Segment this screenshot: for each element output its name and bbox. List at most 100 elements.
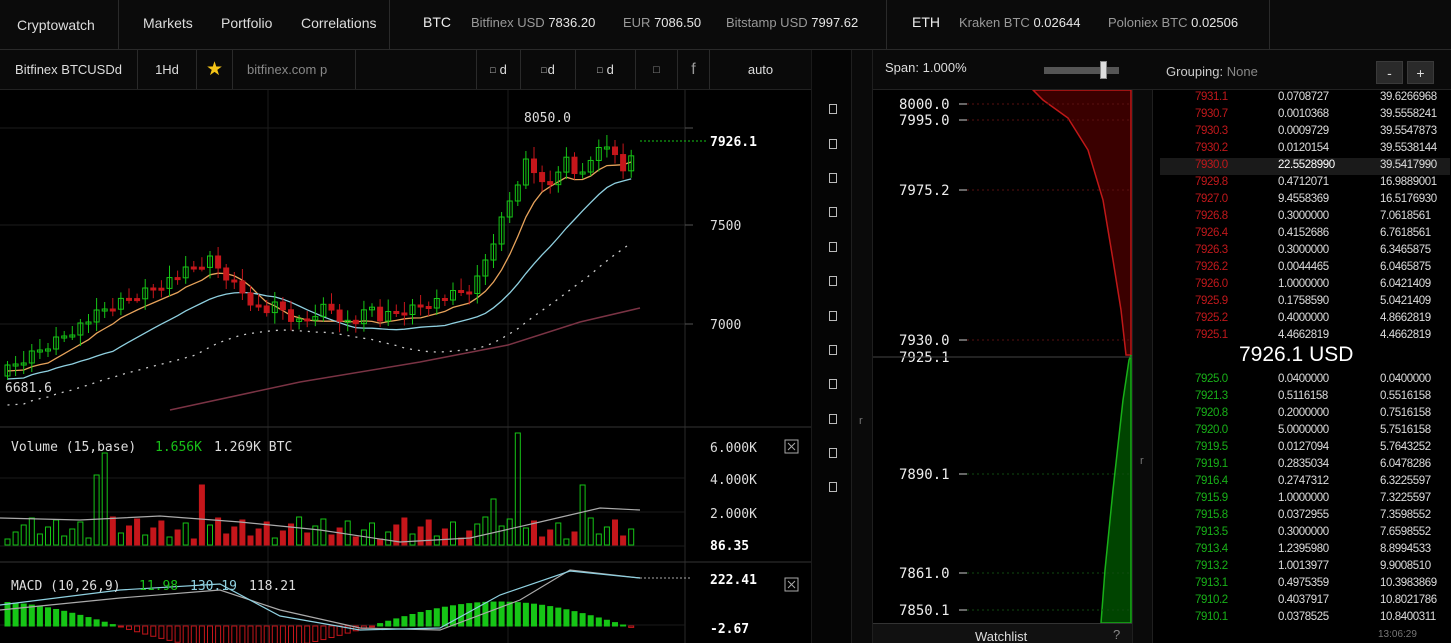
facebook-share-icon[interactable]: f bbox=[678, 50, 710, 89]
ask-order-row[interactable]: 7925.1 4.4662819 4.4662819 bbox=[1153, 328, 1443, 345]
ask-order-row[interactable]: 7930.0 22.5528990 39.5417990 bbox=[1160, 158, 1450, 175]
drawing-button[interactable]: □ d bbox=[576, 50, 636, 89]
eth-symbol[interactable]: ETH bbox=[912, 14, 940, 30]
tool-icon[interactable] bbox=[829, 414, 837, 424]
watchlist-label[interactable]: Watchlist bbox=[975, 629, 1028, 643]
volume-bar bbox=[304, 532, 311, 546]
volume-bar bbox=[312, 525, 319, 546]
grouping-minus-button[interactable]: - bbox=[1376, 61, 1403, 84]
tool-icon[interactable] bbox=[829, 104, 837, 114]
bid-order-row[interactable]: 7915.8 0.0372955 7.3598552 bbox=[1153, 508, 1443, 525]
panel-resizer[interactable]: r bbox=[1132, 90, 1153, 643]
ask-order-row[interactable]: 7925.2 0.4000000 4.8662819 bbox=[1153, 311, 1443, 328]
panel-resizer[interactable]: r bbox=[851, 50, 873, 643]
tool-icon[interactable] bbox=[829, 379, 837, 389]
price-chart[interactable]: 8050.0 6681.6 7926.1 7500 7000 Volume (1… bbox=[0, 90, 811, 643]
span-slider-handle[interactable] bbox=[1100, 61, 1107, 79]
bid-depth-area bbox=[1100, 354, 1132, 624]
ask-order-row[interactable]: 7926.2 0.0044465 6.0465875 bbox=[1153, 260, 1443, 277]
nav-correlations-link[interactable]: Correlations bbox=[301, 15, 377, 31]
tool-icon[interactable] bbox=[829, 207, 837, 217]
ask-order-row[interactable]: 7930.3 0.0009729 39.5547873 bbox=[1153, 124, 1443, 141]
candle bbox=[514, 184, 521, 202]
candle bbox=[433, 298, 440, 309]
eth-ticker-kraken[interactable]: Kraken BTC 0.02644 bbox=[959, 15, 1081, 30]
bid-order-row[interactable]: 7910.2 0.4037917 10.8021786 bbox=[1153, 593, 1443, 610]
tool-icon[interactable] bbox=[829, 448, 837, 458]
watchlist-bar[interactable]: Watchlist ? bbox=[873, 623, 1132, 643]
bid-order-row[interactable]: 7916.4 0.2747312 6.3225597 bbox=[1153, 474, 1443, 491]
candle bbox=[441, 298, 448, 301]
tool-icon[interactable] bbox=[829, 139, 837, 149]
scale-auto-button[interactable]: auto bbox=[747, 62, 774, 77]
tool-icon[interactable] bbox=[829, 276, 837, 286]
ask-order-row[interactable]: 7929.8 0.4712071 16.9889001 bbox=[1153, 175, 1443, 192]
macd-histogram-bar bbox=[223, 625, 230, 643]
exchange-link[interactable]: bitfinex.com p bbox=[233, 50, 356, 89]
depth-price-label: 8000.0 bbox=[899, 97, 950, 113]
ask-order-row[interactable]: 7930.7 0.0010368 39.5558241 bbox=[1153, 107, 1443, 124]
tool-icon[interactable] bbox=[829, 482, 837, 492]
ask-order-row[interactable]: 7925.9 0.1758590 5.0421409 bbox=[1153, 294, 1443, 311]
chart-svg[interactable]: 8050.0 6681.6 7926.1 7500 7000 Volume (1… bbox=[0, 90, 811, 643]
bid-order-row[interactable]: 7910.1 0.0378525 10.8400311 bbox=[1153, 610, 1443, 627]
bid-order-row[interactable]: 7920.8 0.2000000 0.7516158 bbox=[1153, 406, 1443, 423]
nav-portfolio-link[interactable]: Portfolio bbox=[221, 15, 273, 31]
macd-histogram-bar bbox=[312, 625, 319, 642]
bid-order-row[interactable]: 7920.0 5.0000000 5.7516158 bbox=[1153, 423, 1443, 440]
period-selector[interactable]: 1Hd bbox=[138, 50, 197, 89]
depth-price-label: 7925.1 bbox=[899, 350, 950, 366]
depth-chart[interactable]: 8000.0 7995.0 7975.2 7930.0 7925.1 7890.1 7861… bbox=[873, 89, 1132, 624]
volume-bar bbox=[93, 474, 100, 546]
btc-ticker-bitfinex[interactable]: Bitfinex USD 7836.20 bbox=[471, 15, 596, 30]
grouping-plus-button[interactable]: + bbox=[1407, 61, 1434, 84]
ask-order-row[interactable]: 7931.1 0.0708727 39.6266968 bbox=[1153, 90, 1443, 107]
high-price-label: 8050.0 bbox=[524, 111, 571, 126]
candle bbox=[603, 146, 610, 150]
ask-order-row[interactable]: 7926.4 0.4152686 6.7618561 bbox=[1153, 226, 1443, 243]
chart-type-button[interactable]: □ d bbox=[476, 50, 521, 89]
help-icon[interactable]: ? bbox=[1113, 627, 1121, 642]
volume-bar bbox=[36, 533, 43, 546]
bid-order-row[interactable]: 7915.9 1.0000000 7.3225597 bbox=[1153, 491, 1443, 508]
tool-icon[interactable] bbox=[829, 173, 837, 183]
market-selector[interactable]: Bitfinex BTCUSDd bbox=[0, 50, 138, 89]
bid-order-row[interactable]: 7913.4 1.2395980 8.8994533 bbox=[1153, 542, 1443, 559]
resize-handle-icon[interactable]: r bbox=[1140, 455, 1144, 467]
resize-handle-icon[interactable]: r bbox=[859, 415, 863, 427]
candle bbox=[28, 350, 35, 364]
order-total: 8.8994533 bbox=[1380, 543, 1431, 555]
span-slider[interactable] bbox=[1044, 67, 1119, 74]
favorite-star-icon[interactable]: ★ bbox=[197, 50, 233, 89]
order-price: 7913.4 bbox=[1195, 543, 1228, 555]
bid-order-row[interactable]: 7913.5 0.3000000 7.6598552 bbox=[1153, 525, 1443, 542]
eth-ticker-poloniex[interactable]: Poloniex BTC 0.02506 bbox=[1108, 15, 1239, 30]
btc-symbol[interactable]: BTC bbox=[423, 14, 451, 30]
btc-ticker-eur[interactable]: EUR 7086.50 bbox=[623, 15, 702, 30]
ask-order-row[interactable]: 7926.8 0.3000000 7.0618561 bbox=[1153, 209, 1443, 226]
bid-order-row[interactable]: 7919.5 0.0127094 5.7643252 bbox=[1153, 440, 1443, 457]
ask-order-row[interactable]: 7927.0 9.4558369 16.5176930 bbox=[1153, 192, 1443, 209]
bid-order-row[interactable]: 7921.3 0.5116158 0.5516158 bbox=[1153, 389, 1443, 406]
bid-order-row[interactable]: 7919.1 0.2835034 6.0478286 bbox=[1153, 457, 1443, 474]
volume-bar bbox=[344, 520, 351, 546]
indicators-button[interactable]: □ d bbox=[521, 50, 576, 89]
brand-logo[interactable]: Cryptowatch bbox=[0, 0, 119, 49]
ask-order-row[interactable]: 7926.3 0.3000000 6.3465875 bbox=[1153, 243, 1443, 260]
fullscreen-icon[interactable]: □ bbox=[636, 50, 678, 89]
bid-order-row[interactable]: 7913.2 1.0013977 9.9008510 bbox=[1153, 559, 1443, 576]
ask-order-row[interactable]: 7926.0 1.0000000 6.0421409 bbox=[1153, 277, 1443, 294]
ask-order-row[interactable]: 7930.2 0.0120154 39.5538144 bbox=[1153, 141, 1443, 158]
macd-histogram-bar bbox=[215, 625, 222, 643]
order-price: 7925.2 bbox=[1195, 312, 1228, 324]
bid-order-row[interactable]: 7925.0 0.0400000 0.0400000 bbox=[1153, 372, 1443, 389]
nav-markets-link[interactable]: Markets bbox=[143, 15, 193, 31]
tool-icon[interactable] bbox=[829, 242, 837, 252]
tool-icon[interactable] bbox=[829, 345, 837, 355]
bid-order-row[interactable]: 7913.1 0.4975359 10.3983869 bbox=[1153, 576, 1443, 593]
volume-close-icon[interactable] bbox=[784, 439, 799, 454]
tool-icon[interactable] bbox=[829, 311, 837, 321]
order-amount: 9.4558369 bbox=[1278, 193, 1329, 205]
macd-close-icon[interactable] bbox=[784, 577, 799, 592]
btc-ticker-bitstamp[interactable]: Bitstamp USD 7997.62 bbox=[726, 15, 859, 30]
